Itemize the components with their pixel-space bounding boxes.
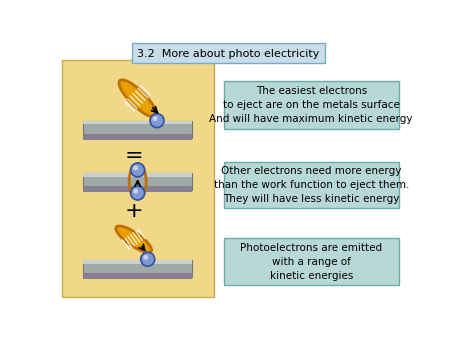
FancyBboxPatch shape [83, 121, 192, 138]
FancyBboxPatch shape [63, 60, 214, 297]
FancyBboxPatch shape [83, 173, 192, 190]
Text: +: + [125, 201, 143, 221]
Circle shape [133, 189, 138, 194]
FancyBboxPatch shape [83, 134, 192, 140]
Circle shape [130, 186, 144, 200]
FancyBboxPatch shape [224, 162, 399, 208]
Text: Other electrons need more energy
than the work function to eject them.
They will: Other electrons need more energy than th… [214, 166, 409, 204]
FancyBboxPatch shape [83, 273, 192, 279]
Ellipse shape [116, 226, 152, 252]
Circle shape [130, 163, 144, 177]
FancyBboxPatch shape [83, 260, 192, 277]
FancyBboxPatch shape [132, 43, 325, 63]
Circle shape [133, 166, 138, 170]
FancyBboxPatch shape [83, 186, 192, 192]
FancyBboxPatch shape [83, 173, 192, 177]
Text: Photoelectrons are emitted
with a range of
kinetic energies: Photoelectrons are emitted with a range … [240, 243, 382, 281]
FancyBboxPatch shape [83, 260, 192, 264]
Text: 3.2  More about photo electricity: 3.2 More about photo electricity [137, 49, 320, 59]
FancyBboxPatch shape [83, 121, 192, 124]
Text: The easiest electrons
to eject are on the metals surface
And will have maximum k: The easiest electrons to eject are on th… [210, 86, 413, 124]
Ellipse shape [119, 80, 156, 117]
Circle shape [150, 114, 164, 127]
Circle shape [153, 116, 158, 121]
FancyBboxPatch shape [224, 238, 399, 285]
Text: =: = [125, 146, 143, 166]
Circle shape [141, 252, 155, 266]
Circle shape [143, 255, 148, 260]
FancyBboxPatch shape [224, 81, 399, 129]
